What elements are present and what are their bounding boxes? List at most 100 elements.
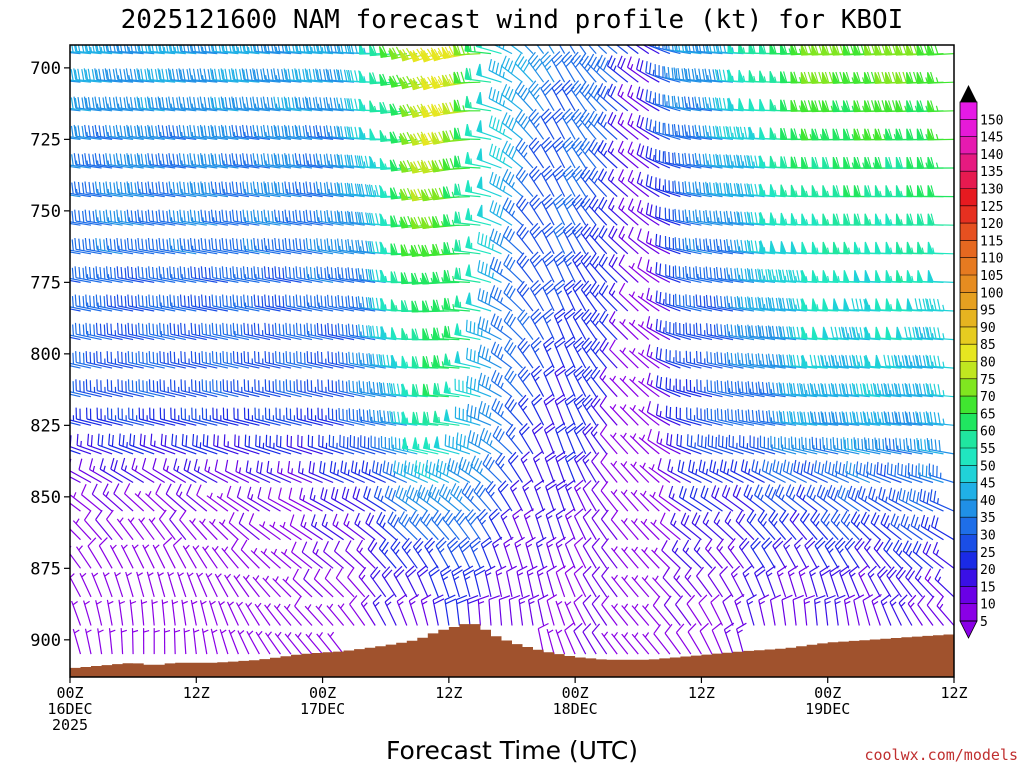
barb-full: [263, 237, 266, 250]
wind-barb: [190, 294, 218, 312]
barb-staff: [176, 493, 197, 512]
barb-half: [493, 543, 499, 549]
wind-barb: [507, 451, 524, 483]
barb-staff: [254, 107, 281, 112]
barb-staff: [181, 220, 207, 226]
wind-barb: [70, 165, 81, 169]
barb-full: [299, 238, 302, 251]
wind-barb: [199, 124, 228, 140]
barb-half: [511, 210, 516, 217]
wind-barb: [242, 209, 271, 226]
barb-full: [162, 295, 165, 307]
barb-staff: [196, 572, 208, 598]
barb-full: [225, 266, 228, 279]
barb-full: [192, 68, 196, 81]
barb-full: [281, 97, 285, 109]
barb-full: [103, 210, 106, 223]
barb-full: [218, 125, 222, 138]
barb-staff: [286, 418, 313, 426]
barb-full: [99, 295, 102, 307]
barb-staff: [70, 470, 92, 484]
wind-barb: [282, 576, 302, 598]
barb-full: [158, 69, 162, 81]
barb-staff: [503, 264, 523, 283]
barb-full: [136, 124, 140, 137]
barb-staff: [256, 471, 281, 484]
barb-full: [417, 461, 421, 474]
wind-barb: [180, 407, 207, 426]
barb-full: [190, 266, 193, 278]
barb-full: [408, 593, 420, 602]
barb-full: [88, 45, 91, 52]
barb-full: [358, 408, 361, 421]
barb-staff: [208, 520, 229, 541]
barb-half: [280, 468, 283, 474]
barb-full: [134, 45, 137, 53]
barb-staff: [233, 277, 260, 283]
barb-staff: [95, 600, 103, 626]
barb-full: [64, 238, 65, 249]
barb-staff: [279, 524, 302, 541]
wind-barb: [495, 565, 507, 598]
barb-staff: [170, 390, 197, 398]
barb-full: [508, 231, 516, 242]
wind-barb: [84, 124, 113, 140]
barb-half: [244, 217, 247, 224]
barb-full: [260, 45, 264, 53]
barb-staff: [160, 248, 186, 255]
barb-full: [123, 97, 127, 109]
barb-staff: [84, 628, 92, 655]
barb-full: [289, 351, 292, 364]
barb-full: [340, 154, 344, 166]
barb-staff: [113, 493, 134, 512]
barb-full: [94, 124, 98, 137]
barb-staff: [223, 277, 250, 283]
wind-barb: [477, 231, 502, 255]
barb-full: [158, 266, 161, 278]
wind-barb: [233, 574, 250, 598]
wind-barb: [546, 628, 555, 655]
barb-full: [210, 68, 214, 80]
wind-barb: [70, 296, 92, 312]
barb-half: [502, 100, 506, 107]
barb-staff: [149, 135, 176, 140]
barb-full: [496, 261, 502, 273]
wind-barb: [523, 508, 534, 540]
barb-staff: [160, 361, 186, 369]
barb-full: [54, 238, 55, 249]
barb-full: [253, 69, 257, 81]
barb-full: [308, 97, 312, 109]
barb-staff: [128, 135, 155, 140]
barb-full: [222, 69, 226, 81]
barb-staff: [317, 107, 344, 112]
barb-full: [53, 40, 55, 51]
barb-full: [113, 45, 116, 53]
wind-barb: [115, 68, 144, 83]
barb-full: [242, 209, 245, 222]
barb-staff: [234, 445, 260, 455]
barb-staff: [206, 495, 229, 512]
barb-full: [146, 352, 148, 365]
barb-full: [347, 239, 350, 251]
barb-full: [241, 96, 245, 108]
wind-barb: [537, 594, 549, 626]
wind-barb: [443, 381, 470, 398]
barb-full: [324, 296, 327, 308]
barb-staff: [70, 195, 71, 197]
barb-half: [535, 486, 541, 491]
wind-barb: [178, 96, 207, 112]
wind-barb: [267, 487, 292, 512]
barb-full: [448, 435, 451, 448]
wind-barb: [131, 628, 139, 655]
barb-staff: [180, 135, 207, 140]
barb-full: [316, 294, 319, 307]
barb-staff: [502, 207, 523, 226]
barb-staff: [317, 333, 344, 341]
barb-half: [451, 247, 455, 254]
barb-full: [219, 296, 222, 308]
barb-flag: [390, 327, 398, 340]
barb-half: [191, 600, 198, 605]
wind-barb: [53, 40, 81, 55]
barb-staff: [70, 422, 81, 426]
barb-staff: [223, 305, 250, 312]
